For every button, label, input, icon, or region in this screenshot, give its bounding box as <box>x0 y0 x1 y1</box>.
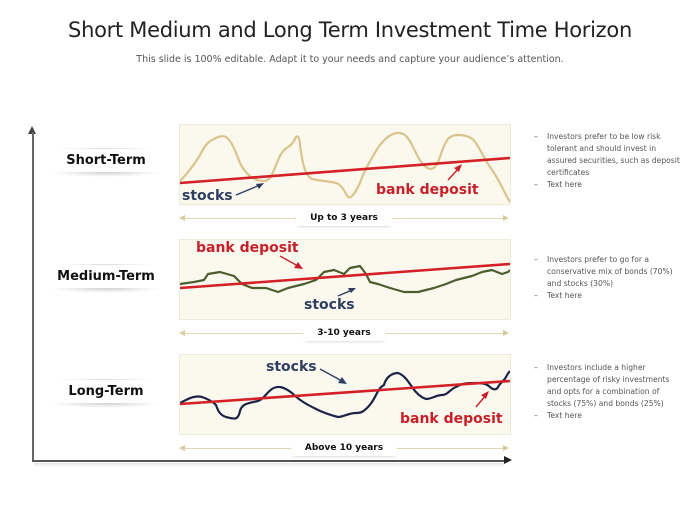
notes-medium-term: – Investors prefer to go for a conservati… <box>534 254 684 302</box>
dash-bullet-icon: – <box>534 411 538 420</box>
short-term-chart: stocks bank deposit <box>180 131 510 204</box>
short-term-stocks-arrowhead-icon <box>256 183 264 189</box>
chart-panel-medium-term: bank deposit stocks <box>179 239 511 320</box>
page-subtitle: This slide is 100% editable. Adapt it to… <box>136 54 564 65</box>
dash-bullet-icon: – <box>534 180 538 189</box>
notes-long-term: – Investors include a higher percentage o… <box>534 362 684 422</box>
long-term-stocks-arrowhead-icon <box>338 377 347 384</box>
horizontal-axis-arrow-icon <box>504 456 512 464</box>
vertical-axis <box>32 132 34 461</box>
long-term-bank-deposit-line <box>180 379 510 406</box>
medium-term-bank-arrowhead-icon <box>294 262 303 269</box>
dash-bullet-icon: – <box>534 132 538 141</box>
term-label-long: Long-Term <box>50 379 162 408</box>
span-indicator-short-term: Up to 3 years <box>179 211 509 226</box>
medium-term-bank-deposit-line <box>180 262 510 290</box>
medium-term-chart: bank deposit stocks <box>180 240 510 313</box>
note-item: – Text here <box>534 291 582 300</box>
term-label-short: Short-Term <box>50 148 162 177</box>
page-title: Short Medium and Long Term Investment Ti… <box>68 18 632 42</box>
note-item: – Text here <box>534 180 582 189</box>
short-term-stocks-label: stocks <box>182 188 233 204</box>
long-term-bank-arrowhead-icon <box>481 391 489 399</box>
span-label-medium-term: 3-10 years <box>303 326 385 341</box>
dash-bullet-icon: – <box>534 363 538 372</box>
long-term-bank-label: bank deposit <box>400 411 503 427</box>
dash-bullet-icon: – <box>534 291 538 300</box>
span-arrow-right-icon <box>503 445 509 451</box>
span-indicator-medium-term: 3-10 years <box>179 326 509 341</box>
span-indicator-long-term: Above 10 years <box>179 441 509 456</box>
short-term-stocks-arrow-icon <box>235 184 261 196</box>
medium-term-stocks-arrow-icon <box>337 289 353 297</box>
dash-bullet-icon: – <box>534 255 538 264</box>
note-item: – Investors prefer to go for a conservati… <box>534 255 673 288</box>
term-label-medium: Medium-Term <box>50 264 162 293</box>
long-term-chart: stocks bank deposit <box>180 359 510 427</box>
vertical-axis-arrow-icon <box>28 126 36 134</box>
span-label-long-term: Above 10 years <box>290 441 398 456</box>
note-item: – Text here <box>534 411 582 420</box>
span-arrow-left-icon <box>179 215 185 221</box>
span-arrow-right-icon <box>503 330 509 336</box>
medium-term-bank-label: bank deposit <box>196 240 299 256</box>
short-term-bank-deposit-line <box>180 156 510 185</box>
horizontal-axis <box>32 460 506 462</box>
chart-panel-long-term: stocks bank deposit <box>179 354 511 435</box>
span-arrow-left-icon <box>179 445 185 451</box>
span-label-short-term: Up to 3 years <box>296 211 392 226</box>
medium-term-bank-arrow-icon <box>279 255 299 267</box>
span-arrow-right-icon <box>503 215 509 221</box>
notes-short-term: – Investors prefer to be low risk toleran… <box>534 131 684 191</box>
note-item: – Investors prefer to be low risk toleran… <box>534 132 680 177</box>
chart-panel-short-term: stocks bank deposit <box>179 124 511 205</box>
short-term-bank-label: bank deposit <box>376 182 479 198</box>
note-item: – Investors include a higher percentage o… <box>534 363 670 408</box>
medium-term-stocks-arrowhead-icon <box>348 288 356 293</box>
span-arrow-left-icon <box>179 330 185 336</box>
long-term-stocks-label: stocks <box>266 359 317 375</box>
medium-term-stocks-label: stocks <box>304 297 355 313</box>
long-term-stocks-arrow-icon <box>319 368 343 382</box>
short-term-stocks-line <box>180 131 510 203</box>
short-term-bank-arrowhead-icon <box>454 164 462 172</box>
horizontal-axis-shadow <box>34 463 504 467</box>
medium-term-stocks-line <box>180 264 510 294</box>
